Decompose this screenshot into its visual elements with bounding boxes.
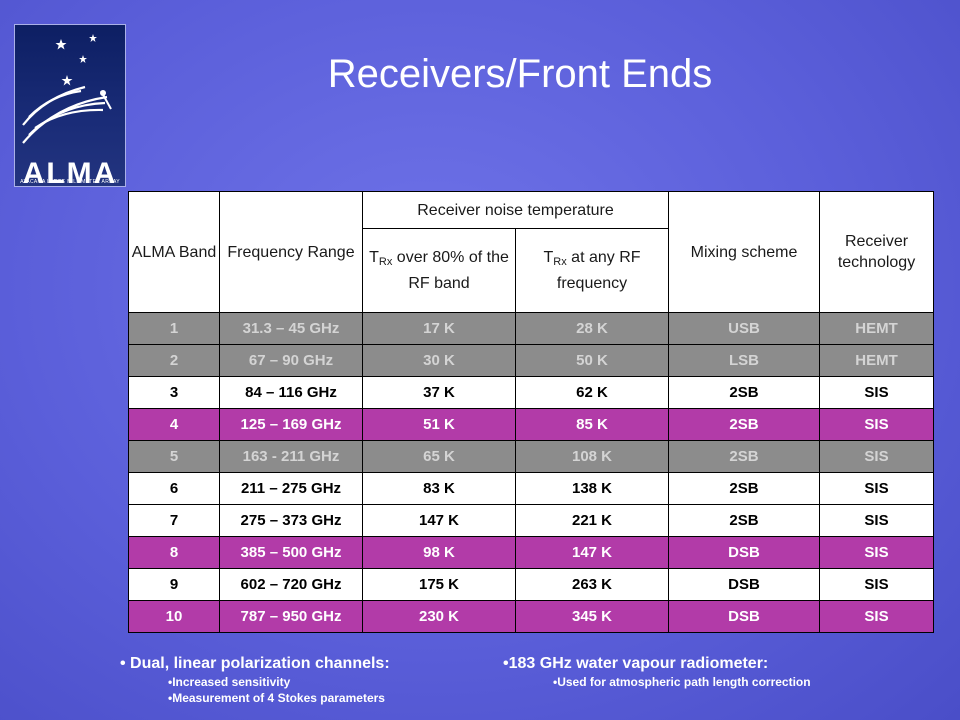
- bullet-radiometer: •183 GHz water vapour radiometer:: [503, 655, 769, 672]
- cell-technology: SIS: [819, 568, 935, 601]
- table-row: 5 163 - 211 GHz 65 K 108 K 2SB SIS: [128, 440, 935, 473]
- cell-mixing: 2SB: [668, 472, 821, 505]
- cell-band: 10: [128, 600, 220, 633]
- cell-band: 3: [128, 376, 220, 409]
- cell-trx-any: 50 K: [514, 344, 670, 377]
- cell-frequency: 67 – 90 GHz: [219, 344, 363, 377]
- header-noise-temperature: Receiver noise temperature: [361, 191, 670, 229]
- cell-trx-80: 98 K: [362, 536, 516, 569]
- polarization-bullets: • Dual, linear polarization channels: •I…: [120, 654, 390, 706]
- cell-trx-80: 65 K: [362, 440, 516, 473]
- cell-mixing: LSB: [668, 344, 821, 377]
- cell-frequency: 125 – 169 GHz: [219, 408, 363, 441]
- header-technology: Receiver technology: [819, 191, 935, 313]
- cell-technology: SIS: [819, 504, 935, 537]
- table-row: 4 125 – 169 GHz 51 K 85 K 2SB SIS: [128, 408, 935, 441]
- cell-technology: SIS: [819, 440, 935, 473]
- table-row: 9 602 – 720 GHz 175 K 263 K DSB SIS: [128, 568, 935, 601]
- cell-trx-any: 28 K: [514, 312, 670, 345]
- cell-trx-80: 51 K: [362, 408, 516, 441]
- table-row: 8 385 – 500 GHz 98 K 147 K DSB SIS: [128, 536, 935, 569]
- cell-technology: SIS: [819, 376, 935, 409]
- cell-band: 2: [128, 344, 220, 377]
- header-frequency: Frequency Range: [219, 191, 363, 313]
- cell-band: 5: [128, 440, 220, 473]
- cell-technology: SIS: [819, 600, 935, 633]
- cell-trx-any: 85 K: [514, 408, 670, 441]
- header-trx-any: TRx at any RF frequency: [514, 228, 670, 313]
- cell-frequency: 31.3 – 45 GHz: [219, 312, 363, 345]
- slide-title: Receivers/Front Ends: [327, 52, 713, 96]
- cell-mixing: DSB: [668, 536, 821, 569]
- cell-trx-any: 221 K: [514, 504, 670, 537]
- cell-mixing: 2SB: [668, 440, 821, 473]
- cell-mixing: 2SB: [668, 504, 821, 537]
- cell-mixing: USB: [668, 312, 821, 345]
- cell-band: 6: [128, 472, 220, 505]
- cell-frequency: 385 – 500 GHz: [219, 536, 363, 569]
- bullet-sensitivity: •Increased sensitivity: [168, 675, 291, 689]
- bullet-stokes: •Measurement of 4 Stokes parameters: [168, 691, 385, 705]
- cell-frequency: 84 – 116 GHz: [219, 376, 363, 409]
- cell-mixing: 2SB: [668, 376, 821, 409]
- radiometer-bullets: •183 GHz water vapour radiometer: •Used …: [503, 654, 811, 690]
- cell-band: 7: [128, 504, 220, 537]
- cell-trx-any: 62 K: [514, 376, 670, 409]
- cell-trx-80: 17 K: [362, 312, 516, 345]
- cell-trx-any: 147 K: [514, 536, 670, 569]
- cell-technology: SIS: [819, 408, 935, 441]
- bullet-path-length: •Used for atmospheric path length correc…: [553, 675, 811, 689]
- cell-frequency: 211 – 275 GHz: [219, 472, 363, 505]
- header-band: ALMA Band: [128, 191, 220, 313]
- cell-band: 8: [128, 536, 220, 569]
- table-row: 1 31.3 – 45 GHz 17 K 28 K USB HEMT: [128, 312, 935, 345]
- cell-technology: SIS: [819, 472, 935, 505]
- cell-frequency: 602 – 720 GHz: [219, 568, 363, 601]
- cell-frequency: 787 – 950 GHz: [219, 600, 363, 633]
- table-row: 6 211 – 275 GHz 83 K 138 K 2SB SIS: [128, 472, 935, 505]
- header-trx-80: TRx over 80% of the RF band: [362, 228, 516, 313]
- cell-technology: SIS: [819, 536, 935, 569]
- table-row: 7 275 – 373 GHz 147 K 221 K 2SB SIS: [128, 504, 935, 537]
- cell-trx-any: 345 K: [514, 600, 670, 633]
- cell-mixing: DSB: [668, 600, 821, 633]
- cell-technology: HEMT: [819, 344, 935, 377]
- cell-frequency: 275 – 373 GHz: [219, 504, 363, 537]
- alma-wordmark: ALMA: [22, 157, 118, 190]
- cell-trx-80: 37 K: [362, 376, 516, 409]
- alma-logo-graphic: [22, 34, 112, 144]
- cell-trx-any: 138 K: [514, 472, 670, 505]
- header-mixing: Mixing scheme: [668, 191, 821, 313]
- alma-logo: ALMA ATACAMA LARGE MILLIMETER ARRAY: [14, 24, 126, 190]
- bullet-polarization: • Dual, linear polarization channels:: [120, 655, 390, 672]
- receiver-table: ALMA Band Frequency Range Receiver noise…: [128, 191, 935, 633]
- cell-trx-any: 108 K: [514, 440, 670, 473]
- cell-trx-80: 83 K: [362, 472, 516, 505]
- cell-band: 4: [128, 408, 220, 441]
- cell-trx-any: 263 K: [514, 568, 670, 601]
- cell-technology: HEMT: [819, 312, 935, 345]
- cell-trx-80: 30 K: [362, 344, 516, 377]
- cell-frequency: 163 - 211 GHz: [219, 440, 363, 473]
- cell-mixing: 2SB: [668, 408, 821, 441]
- table-row: 2 67 – 90 GHz 30 K 50 K LSB HEMT: [128, 344, 935, 377]
- cell-band: 9: [128, 568, 220, 601]
- cell-trx-80: 230 K: [362, 600, 516, 633]
- cell-trx-80: 175 K: [362, 568, 516, 601]
- cell-trx-80: 147 K: [362, 504, 516, 537]
- cell-band: 1: [128, 312, 220, 345]
- cell-mixing: DSB: [668, 568, 821, 601]
- table-row: 10 787 – 950 GHz 230 K 345 K DSB SIS: [128, 600, 935, 633]
- alma-subtitle: ATACAMA LARGE MILLIMETER ARRAY: [20, 179, 120, 185]
- table-row: 3 84 – 116 GHz 37 K 62 K 2SB SIS: [128, 376, 935, 409]
